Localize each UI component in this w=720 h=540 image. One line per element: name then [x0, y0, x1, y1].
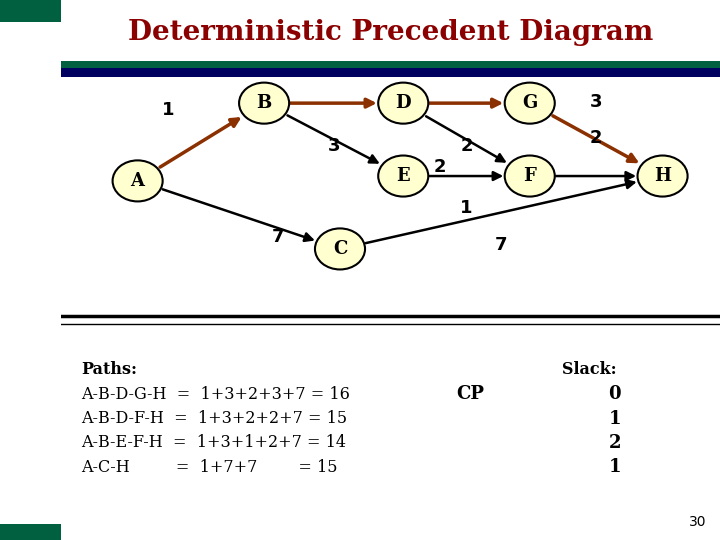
Text: Slack:: Slack:	[562, 361, 616, 379]
Text: 1: 1	[162, 100, 174, 119]
Circle shape	[378, 156, 428, 197]
Text: F: F	[523, 167, 536, 185]
Text: 1: 1	[608, 458, 621, 476]
Circle shape	[239, 83, 289, 124]
Circle shape	[315, 228, 365, 269]
Circle shape	[112, 160, 163, 201]
Text: A-C-H         =  1+7+7        = 15: A-C-H = 1+7+7 = 15	[81, 458, 338, 476]
Text: 1: 1	[460, 199, 473, 218]
FancyBboxPatch shape	[0, 0, 61, 22]
Bar	[61, 61, 720, 68]
Circle shape	[505, 83, 555, 124]
Text: CP: CP	[456, 385, 485, 403]
Bar	[61, 68, 720, 77]
Text: D: D	[395, 94, 411, 112]
Text: A-B-D-F-H  =  1+3+2+2+7 = 15: A-B-D-F-H = 1+3+2+2+7 = 15	[81, 410, 347, 427]
Text: 1: 1	[608, 409, 621, 428]
FancyBboxPatch shape	[0, 524, 61, 540]
Text: 0: 0	[608, 385, 621, 403]
Text: 3: 3	[590, 93, 603, 111]
Text: 30: 30	[689, 515, 707, 529]
Text: 3: 3	[328, 137, 340, 156]
Text: H: H	[654, 167, 671, 185]
Text: 2: 2	[460, 137, 473, 156]
Text: G: G	[522, 94, 537, 112]
Text: E: E	[397, 167, 410, 185]
Circle shape	[378, 83, 428, 124]
Text: Paths:: Paths:	[81, 361, 137, 379]
Text: B: B	[256, 94, 271, 112]
Circle shape	[637, 156, 688, 197]
Text: 7: 7	[495, 236, 508, 254]
Text: C: C	[333, 240, 347, 258]
Circle shape	[505, 156, 555, 197]
Text: A-B-D-G-H  =  1+3+2+3+7 = 16: A-B-D-G-H = 1+3+2+3+7 = 16	[81, 386, 350, 403]
Text: 2: 2	[590, 129, 603, 147]
Text: 2: 2	[434, 158, 446, 176]
Text: 7: 7	[272, 227, 284, 246]
Text: Deterministic Precedent Diagram: Deterministic Precedent Diagram	[128, 19, 653, 46]
Text: 2: 2	[608, 434, 621, 452]
Text: A-B-E-F-H  =  1+3+1+2+7 = 14: A-B-E-F-H = 1+3+1+2+7 = 14	[81, 434, 346, 451]
Text: A: A	[130, 172, 145, 190]
